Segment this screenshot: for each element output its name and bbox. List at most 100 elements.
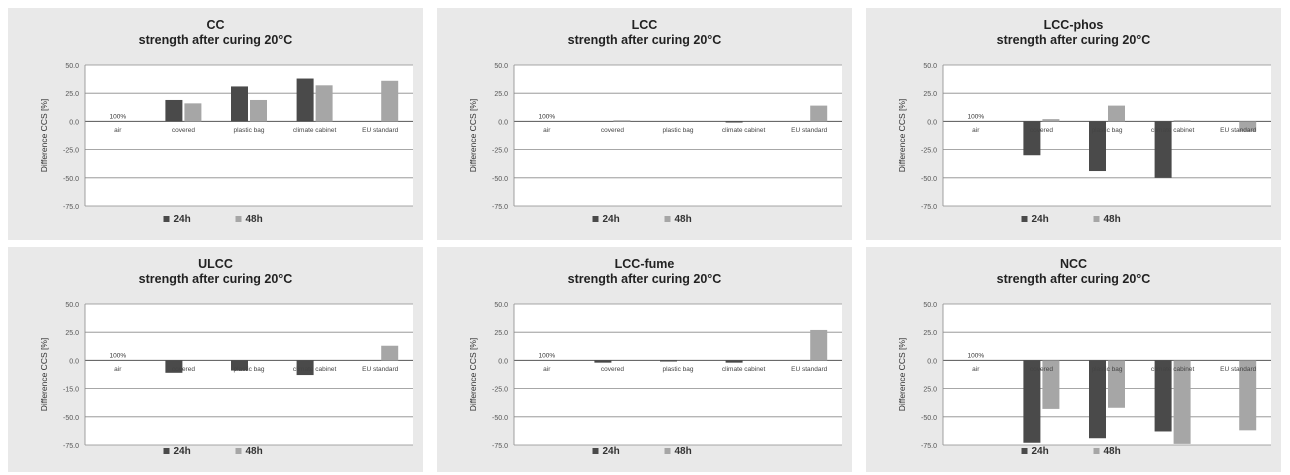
plot-area (943, 65, 1271, 206)
y-tick-label: -50.0 (63, 415, 79, 422)
legend-swatch (592, 448, 599, 454)
legend-label: 48h (675, 446, 692, 457)
y-tick-label: -25.0 (921, 148, 937, 155)
category-label: covered (601, 127, 625, 134)
legend-swatch (664, 216, 671, 222)
legend-label: 24h (1032, 214, 1049, 225)
y-axis-label: Difference CCS [%] (468, 338, 478, 412)
legend-swatch (235, 448, 242, 454)
bar-24h (725, 360, 743, 363)
y-tick-label: -25.0 (492, 387, 508, 394)
y-tick-label: 50.0 (65, 63, 79, 70)
bar-48h (810, 329, 828, 361)
legend-swatch (163, 448, 170, 454)
bar-24h (1023, 121, 1041, 156)
y-axis-label: Difference CCS [%] (39, 338, 49, 412)
bar-48h (1042, 119, 1060, 122)
y-axis-label: Difference CCS [%] (897, 338, 907, 412)
bar-24h (1154, 121, 1172, 178)
y-axis-label: Difference CCS [%] (468, 99, 478, 173)
y-tick-label: -50.0 (492, 415, 508, 422)
chart-subtitle: strength after curing 20°C (996, 33, 1151, 47)
category-label: covered (172, 366, 196, 373)
chart-svg: 50.0 25.0 0.0 -25.0 -50.0 -75.0 Difference CCS… (897, 63, 1271, 225)
bar-24h (296, 360, 314, 376)
bar-48h (1173, 120, 1191, 122)
bar-24h (296, 78, 314, 122)
plot-area (943, 304, 1271, 445)
bar-48h (381, 345, 399, 361)
category-label: air (972, 366, 980, 373)
legend-swatch (163, 216, 170, 222)
bar-24h (1089, 121, 1106, 172)
y-tick-label: 25.0 (494, 330, 508, 337)
y-tick-label: 25.0 (923, 387, 937, 394)
legend-label: 24h (1032, 446, 1049, 457)
legend-swatch (1093, 448, 1100, 454)
chart-panel: LCC-phos strength after curing 20°C 50.0 25… (866, 8, 1281, 240)
y-tick-label: -75.0 (921, 443, 937, 450)
y-tick-label: 50.0 (923, 63, 937, 70)
y-tick-label: 50.0 (494, 302, 508, 309)
category-label: covered (1030, 127, 1054, 134)
baseline-label: 100% (538, 352, 555, 359)
chart-panel: ULCC strength after curing 20°C 50.0 25.0 0.… (8, 247, 423, 472)
category-label: plastic bag (662, 127, 693, 134)
category-label: covered (601, 366, 625, 373)
category-label: EU standard (362, 127, 399, 134)
y-tick-label: 50.0 (494, 63, 508, 70)
y-tick-label: 50.0 (923, 302, 937, 309)
category-label: air (543, 127, 551, 134)
y-tick-label: -75.0 (492, 204, 508, 211)
chart-subtitle: strength after curing 20°C (138, 272, 293, 286)
y-tick-label: 0.0 (498, 119, 508, 126)
legend-swatch (1093, 216, 1100, 222)
legend-swatch (235, 216, 242, 222)
category-label: covered (1030, 366, 1054, 373)
bar-24h (1154, 360, 1172, 432)
y-tick-label: -15.0 (63, 387, 79, 394)
legend-label: 24h (603, 446, 620, 457)
chart-title: LCC-fume (614, 257, 675, 271)
legend-swatch (592, 216, 599, 222)
bar-48h (1239, 121, 1257, 132)
y-tick-label: 25.0 (494, 91, 508, 98)
bar-48h (1239, 360, 1257, 431)
y-tick-label: -25.0 (63, 148, 79, 155)
bar-24h (165, 360, 183, 373)
category-label: climate cabinet (293, 127, 337, 134)
legend-label: 24h (174, 214, 191, 225)
baseline-label: 100% (967, 113, 984, 120)
baseline-label: 100% (109, 352, 126, 359)
baseline-label: 100% (967, 352, 984, 359)
legend-label: 48h (246, 446, 263, 457)
bar-48h (1108, 105, 1125, 122)
y-tick-label: -75.0 (492, 443, 508, 450)
bar-24h (231, 86, 248, 122)
chart-panel: LCC strength after curing 20°C 50.0 25.0 0.0… (437, 8, 852, 240)
legend-label: 48h (246, 214, 263, 225)
chart-svg: 50.0 25.0 0.0 -25.0 -50.0 -75.0 Difference CCS… (39, 63, 413, 225)
bar-24h (594, 360, 612, 363)
category-label: air (543, 366, 551, 373)
bar-48h (1173, 360, 1191, 444)
plot-area (514, 304, 842, 445)
legend-swatch (664, 448, 671, 454)
category-label: EU standard (1220, 127, 1257, 134)
legend-label: 48h (675, 214, 692, 225)
category-label: climate cabinet (293, 366, 337, 373)
chart-subtitle: strength after curing 20°C (138, 33, 293, 47)
chart-svg: 50.0 25.0 0.0 25.0 -50.0 -75.0 Difference CCS … (897, 302, 1271, 457)
y-tick-label: -75.0 (63, 443, 79, 450)
chart-svg: 50.0 25.0 0.0 -25.0 -50.0 -75.0 Difference CCS… (468, 63, 842, 225)
category-label: EU standard (791, 127, 828, 134)
y-tick-label: 0.0 (927, 358, 937, 365)
chart-title: LCC-phos (1043, 18, 1104, 32)
category-label: plastic bag (662, 366, 693, 373)
chart-panel: CC strength after curing 20°C 50.0 25.0 0.0 -… (8, 8, 423, 240)
baseline-label: 100% (109, 113, 126, 120)
y-tick-label: 0.0 (69, 119, 79, 126)
y-tick-label: 0.0 (498, 358, 508, 365)
category-label: climate cabinet (722, 366, 766, 373)
bar-48h (184, 103, 202, 122)
